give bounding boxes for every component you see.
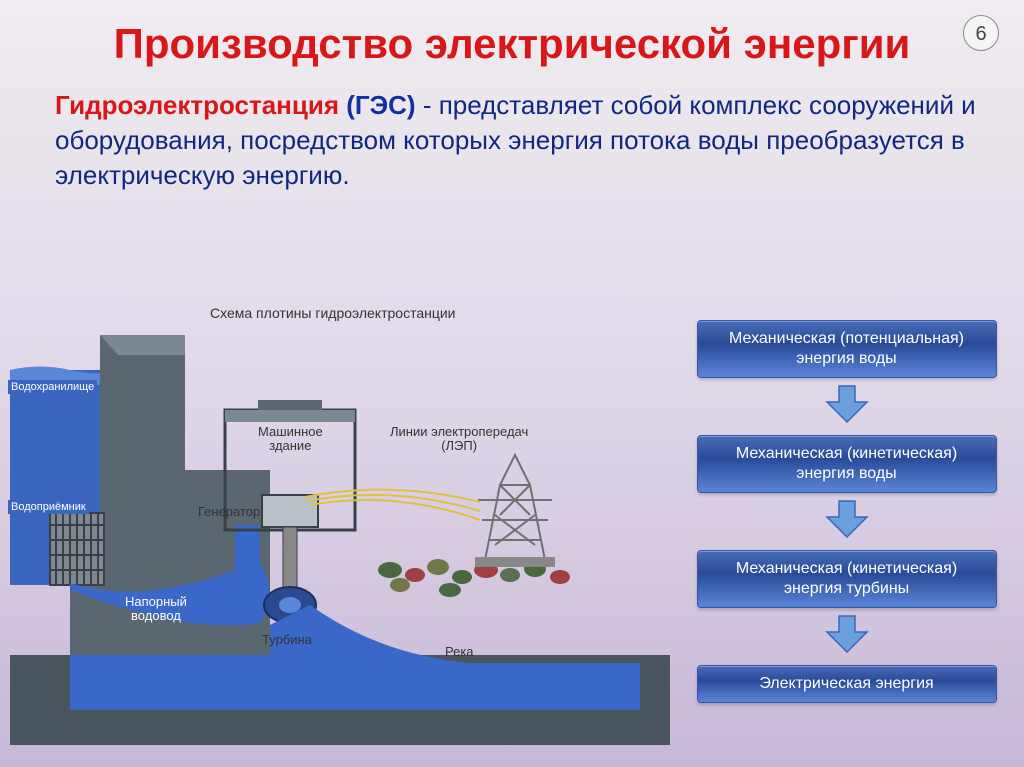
label-powerhouse: Машинное здание bbox=[258, 425, 323, 454]
subtitle: Гидроэлектростанция (ГЭС) - представляет… bbox=[0, 73, 1024, 203]
label-penstock: Напорный водовод bbox=[125, 595, 187, 624]
page-number: 6 bbox=[963, 15, 999, 51]
generator-turbine bbox=[262, 495, 318, 623]
dam-diagram: Схема плотины гидроэлектростанции bbox=[10, 305, 670, 745]
flow-box: Механическая (потенциальная) энергия вод… bbox=[697, 320, 997, 378]
pylon bbox=[478, 455, 552, 560]
label-powerlines: Линии электропередач (ЛЭП) bbox=[390, 425, 528, 454]
diagram-title: Схема плотины гидроэлектростанции bbox=[210, 305, 456, 321]
flow-box: Механическая (кинетическая) энергия воды bbox=[697, 435, 997, 493]
label-intake: Водоприёмник bbox=[8, 500, 89, 514]
dam-svg bbox=[10, 305, 670, 745]
page-title: Производство электрической энергии bbox=[0, 0, 1024, 73]
intake-grate bbox=[50, 513, 104, 585]
label-reservoir: Водохранилище bbox=[8, 380, 97, 394]
flow-box: Электрическая энергия bbox=[697, 665, 997, 703]
label-generator: Генератор bbox=[198, 505, 260, 519]
energy-flow-panel: Механическая (потенциальная) энергия вод… bbox=[694, 320, 999, 703]
pylon-base bbox=[475, 557, 555, 567]
flow-arrow-icon bbox=[822, 614, 872, 659]
subtitle-term: Гидроэлектростанция bbox=[55, 90, 339, 120]
subtitle-abbrev: (ГЭС) bbox=[346, 90, 415, 120]
power-lines bbox=[305, 490, 480, 520]
label-river: Река bbox=[445, 645, 474, 659]
flow-box: Механическая (кинетическая) энергия турб… bbox=[697, 550, 997, 608]
flow-arrow-icon bbox=[822, 384, 872, 429]
flow-arrow-icon bbox=[822, 499, 872, 544]
label-turbine: Турбина bbox=[262, 633, 312, 647]
